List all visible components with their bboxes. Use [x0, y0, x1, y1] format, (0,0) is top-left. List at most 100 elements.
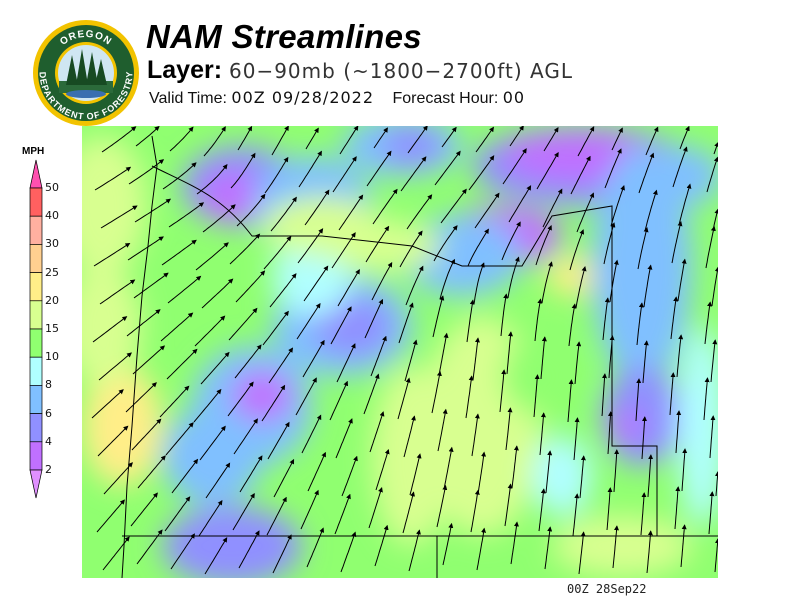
wind-speed-region — [202, 171, 262, 221]
streamline — [409, 453, 422, 496]
streamline — [434, 150, 461, 186]
streamline — [273, 458, 295, 498]
layer-info: Layer: 60−90mb (~1800−2700ft) AGL — [147, 56, 573, 85]
streamline — [131, 418, 162, 451]
streamline — [236, 193, 266, 227]
streamline — [675, 410, 682, 454]
streamline — [669, 372, 676, 416]
streamline — [400, 156, 427, 192]
streamline — [230, 152, 256, 189]
streamline — [364, 298, 384, 339]
streamline — [374, 524, 389, 567]
streamline — [613, 449, 620, 493]
streamline — [612, 525, 619, 569]
color-legend — [29, 159, 43, 499]
streamline — [134, 198, 172, 223]
streamline — [334, 493, 351, 535]
streamline — [125, 382, 157, 413]
streamline — [674, 486, 681, 530]
legend-tick-label: 20 — [45, 293, 59, 307]
streamline — [128, 159, 165, 185]
streamline — [601, 373, 607, 417]
time-info: Valid Time: 00Z 09/28/2022 Forecast Hour… — [149, 88, 539, 108]
streamline — [442, 522, 454, 566]
streamline — [270, 196, 297, 232]
streamline — [329, 380, 349, 421]
forecast-hour-value: 00 — [502, 88, 526, 107]
streamline — [543, 127, 559, 152]
streamline — [677, 258, 687, 302]
streamline — [264, 156, 289, 194]
streamline — [232, 492, 255, 531]
streamline — [475, 126, 494, 153]
legend-tick-label: 4 — [45, 434, 52, 448]
streamline — [545, 450, 553, 494]
streamline — [94, 166, 132, 191]
oregon-department-of-forestry-logo: OREGON DEPARTMENT OF FORESTRY — [33, 20, 139, 126]
streamline — [437, 408, 448, 452]
streamline — [466, 299, 475, 343]
streamline — [306, 527, 325, 568]
streamline — [303, 265, 329, 302]
legend-swatch-15-20 — [29, 300, 43, 330]
streamline — [539, 412, 546, 456]
streamline — [196, 164, 228, 195]
legend-swatch-25-30 — [29, 244, 43, 273]
streamline — [609, 259, 619, 303]
legend-swatch-6-8 — [29, 385, 43, 414]
wind-speed-region — [232, 371, 292, 421]
streamline — [233, 418, 258, 455]
streamline — [371, 262, 393, 301]
streamline — [433, 225, 458, 262]
streamline — [363, 373, 380, 415]
streamline — [235, 270, 266, 303]
legend-swatch-8-10 — [29, 356, 43, 386]
streamline — [229, 233, 261, 265]
streamline — [369, 411, 385, 453]
legend-tick-label: 15 — [45, 322, 59, 335]
streamline — [205, 462, 231, 499]
streamline — [715, 471, 718, 497]
streamline — [608, 335, 615, 379]
streamline — [439, 258, 455, 300]
layer-label: Layer: — [147, 56, 223, 84]
streamline — [680, 524, 687, 568]
legend-swatch-20-25 — [29, 272, 43, 302]
streamline-map[interactable] — [82, 126, 718, 578]
legend-swatch-30-40 — [29, 215, 43, 245]
streamline — [607, 411, 613, 455]
legend-tick-label: 50 — [45, 181, 59, 194]
streamline — [340, 531, 357, 573]
streamline — [337, 269, 360, 307]
legend-tick-label: 40 — [45, 209, 59, 223]
streamline — [542, 188, 563, 228]
streamline — [474, 192, 500, 229]
legend-tick-label: 2 — [45, 463, 52, 476]
streamline — [98, 352, 132, 381]
streamline — [681, 448, 688, 492]
streamline — [399, 230, 423, 268]
streamline — [436, 484, 448, 528]
streamline — [506, 331, 513, 375]
streamline — [611, 127, 623, 151]
legend-tick-label: 25 — [45, 265, 59, 279]
streamline — [103, 462, 133, 495]
wind-speed-region — [162, 406, 262, 506]
streamline — [640, 492, 647, 536]
streamline — [511, 445, 519, 489]
streamline — [237, 126, 253, 151]
legend-tick-label: 6 — [45, 406, 52, 420]
streamline — [472, 337, 480, 381]
streamline — [672, 146, 688, 188]
streamline — [508, 185, 532, 223]
streamline — [467, 228, 489, 267]
streamline — [368, 487, 383, 529]
streamline — [101, 126, 137, 153]
streamline — [538, 488, 546, 532]
streamline — [402, 491, 415, 534]
streamline — [166, 348, 198, 380]
streamline — [570, 155, 591, 195]
streamline — [603, 222, 616, 265]
legend-arrow-bottom — [29, 469, 43, 499]
streamline — [568, 303, 577, 347]
